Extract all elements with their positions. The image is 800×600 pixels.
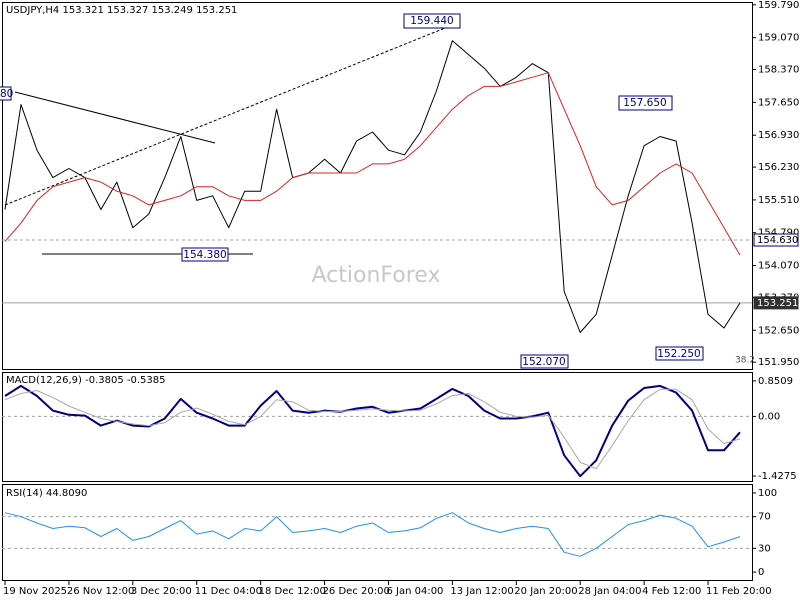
y-tick-label: 155.510 <box>758 195 799 206</box>
x-tick-label: 4 Feb 12:00 <box>642 586 701 597</box>
y-tick-label: 159.070 <box>758 33 799 44</box>
y-tick-label: 154.070 <box>758 261 799 272</box>
y-tick-label: 151.950 <box>758 357 799 368</box>
rsi-title: RSI(14) 44.8090 <box>6 488 87 499</box>
level-label: 153.251 <box>757 298 798 309</box>
macd-frame <box>2 372 753 482</box>
x-tick-label: 18 Dec 12:00 <box>259 586 326 597</box>
annotation: 159.440 <box>410 15 453 27</box>
level-box <box>753 296 799 310</box>
annotation-box <box>520 354 569 369</box>
x-tick-label: 26 Nov 12:00 <box>67 586 134 597</box>
y-tick-label: 70 <box>758 512 771 523</box>
level-label: 154.630 <box>757 235 798 246</box>
macd-title: MACD(12,26,9) -0.3805 -0.5385 <box>6 375 166 386</box>
y-tick-label: 156.230 <box>758 162 799 173</box>
series-line <box>4 40 741 333</box>
y-tick-label: 157.650 <box>758 97 799 108</box>
y-tick-label: 100 <box>758 488 777 499</box>
price-frame <box>2 2 753 370</box>
annotation: 157.650 <box>623 97 666 109</box>
y-tick-label: 159.790 <box>758 0 799 11</box>
annotation: 154.380 <box>183 249 226 261</box>
x-tick-label: 26 Dec 20:00 <box>323 586 390 597</box>
x-tick-label: 3 Dec 20:00 <box>131 586 192 597</box>
y-tick-label: 152.650 <box>758 325 799 336</box>
x-tick-label: 6 Jan 04:00 <box>386 586 443 597</box>
y-tick-label: 0.00 <box>758 411 780 422</box>
x-tick-label: 11 Feb 20:00 <box>706 586 772 597</box>
rsi-frame <box>2 484 753 581</box>
trend-line <box>4 21 461 206</box>
trend-line <box>14 91 216 144</box>
x-tick-label: 20 Jan 20:00 <box>514 586 577 597</box>
watermark: ActionForex <box>312 263 441 288</box>
x-tick-label: 28 Jan 04:00 <box>578 586 641 597</box>
annotation: 38.2 <box>735 356 755 366</box>
annotation-box <box>618 95 673 111</box>
annotation-box <box>655 346 704 361</box>
annotation-box <box>0 86 12 101</box>
y-tick-label: 156.930 <box>758 130 799 141</box>
series-line <box>4 384 741 478</box>
annotation: 152.250 <box>657 348 700 360</box>
annotation: 80 <box>0 88 13 100</box>
annotation-box <box>181 247 229 262</box>
x-tick-label: 19 Nov 2025 <box>3 586 67 597</box>
y-tick-label: 158.370 <box>758 65 799 76</box>
annotation: 152.070 <box>522 356 565 368</box>
series-line <box>4 72 741 256</box>
x-tick-label: 13 Jan 12:00 <box>450 586 513 597</box>
annotation-box <box>403 13 461 29</box>
y-tick-label: 30 <box>758 543 771 554</box>
series-line <box>4 512 741 557</box>
y-tick-label: 0.8509 <box>758 376 793 387</box>
chart-title: USDJPY,H4 153.321 153.327 153.249 153.25… <box>6 5 237 16</box>
y-tick-label: -1.4275 <box>758 471 797 482</box>
x-tick-label: 11 Dec 04:00 <box>195 586 262 597</box>
y-tick-label: 154.790 <box>758 228 799 239</box>
y-tick-label: 0 <box>758 567 764 578</box>
series-line <box>4 388 741 470</box>
level-box <box>753 233 799 247</box>
